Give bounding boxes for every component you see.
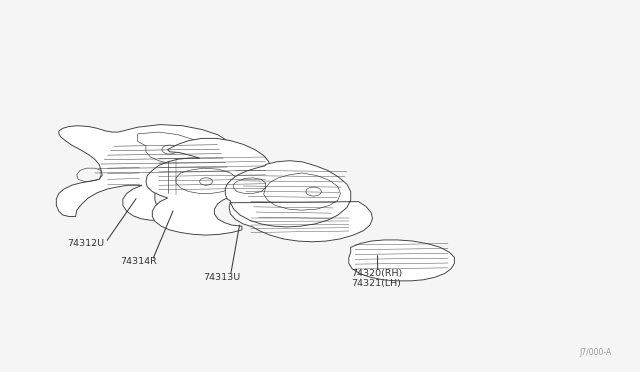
Text: J7/000-A: J7/000-A [579, 348, 611, 357]
Text: 74321(LH): 74321(LH) [351, 279, 401, 288]
Text: 74312U: 74312U [67, 238, 104, 247]
Text: 74320(RH): 74320(RH) [351, 269, 402, 278]
Polygon shape [225, 161, 372, 242]
Polygon shape [56, 125, 289, 220]
Text: 74313U: 74313U [204, 273, 241, 282]
Text: 74314R: 74314R [120, 257, 157, 266]
Polygon shape [349, 240, 454, 281]
Polygon shape [146, 138, 296, 235]
